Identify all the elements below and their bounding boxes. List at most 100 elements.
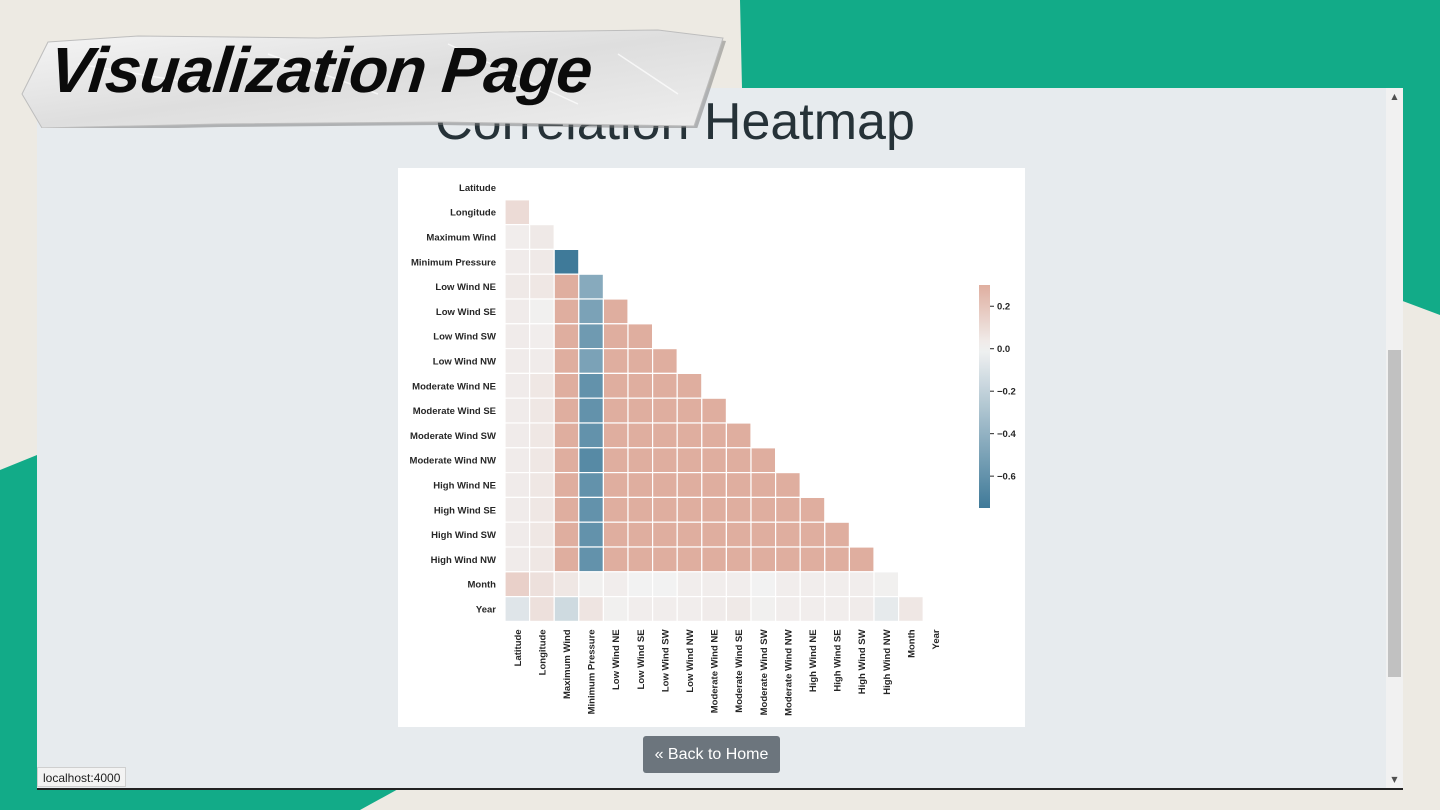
heatmap-cell [627,521,654,548]
row-label: Moderate Wind NE [412,381,496,392]
heatmap-cell [504,571,531,598]
heatmap-cell [775,521,801,548]
heatmap-cell [529,372,555,399]
heatmap-cell [529,472,555,499]
heatmap-cell [652,472,678,499]
heatmap-cell [848,571,875,598]
heatmap-cell [504,596,531,623]
colorbar-tick-label: −0.6 [997,472,1016,483]
heatmap-cell [652,496,678,523]
row-label: Longitude [450,208,496,219]
heatmap-cell [602,472,629,499]
heatmap-cell [848,546,875,573]
heatmap-cell [750,521,777,548]
heatmap-cell [553,422,580,449]
column-label: Low Wind NW [685,629,696,692]
heatmap-cell [504,397,531,424]
heatmap-cell [529,496,555,523]
heatmap-cell [578,447,605,474]
column-label: Moderate Wind SW [759,629,770,715]
vertical-scrollbar[interactable]: ▲ ▼ [1386,88,1403,788]
heatmap-cell [701,447,727,474]
heatmap-cell [602,397,629,424]
heatmap-cell [578,496,605,523]
heatmap-cell [578,422,605,449]
heatmap-cell [578,298,605,325]
heatmap-cell [750,596,777,623]
heatmap-cell [701,596,727,623]
heatmap-cell [627,496,654,523]
heatmap-cell [529,397,555,424]
heatmap-cell [504,447,531,474]
heatmap-cell [799,546,826,573]
heatmap-cell [775,472,801,499]
row-label: Low Wind SW [433,332,496,343]
scrollbar-thumb[interactable] [1388,350,1401,677]
heatmap-cell [553,546,580,573]
heatmap-cell [578,546,605,573]
accent-shape-top-right [740,0,1440,315]
heatmap-cell [799,521,826,548]
heatmap-cell [873,571,900,598]
heatmap-cell [775,496,801,523]
heatmap-cell [701,422,727,449]
back-to-home-button[interactable]: « Back to Home [643,736,780,773]
heatmap-cell [553,472,580,499]
row-label: High Wind NE [433,481,496,492]
heatmap-cell [750,472,777,499]
column-label: Low Wind SW [660,629,671,692]
heatmap-cell [602,596,629,623]
heatmap-cell [676,521,703,548]
heatmap-cell [504,546,531,573]
heatmap-cell [750,546,777,573]
heatmap-cell [578,397,605,424]
heatmap-cell [602,521,629,548]
column-label: Low Wind NE [611,629,622,690]
heatmap-cell [775,571,801,598]
heatmap-cell [676,571,703,598]
heatmap-cell [553,447,580,474]
column-label: Month [906,629,917,658]
column-label: High Wind SE [833,629,844,691]
heatmap-cell [578,521,605,548]
column-label: High Wind NE [808,629,819,692]
heatmap-cell [504,496,531,523]
heatmap-cell [504,223,531,250]
heatmap-cell [848,596,875,623]
scroll-down-icon[interactable]: ▼ [1391,775,1398,784]
colorbar-tick-label: −0.2 [997,387,1016,398]
heatmap-cell [627,348,654,375]
accent-shape-left [0,455,37,810]
heatmap-cell [652,447,678,474]
heatmap-cell [824,521,850,548]
heatmap-cell [676,472,703,499]
column-label: High Wind NW [882,629,893,694]
heatmap-cell [627,323,654,350]
heatmap-cell [627,546,654,573]
heatmap-cell [553,397,580,424]
row-label: Low Wind NE [435,282,496,293]
heatmap-cell [725,596,752,623]
heatmap-cell [578,348,605,375]
column-label: High Wind SW [857,629,868,694]
heatmap-cell [627,447,654,474]
scroll-up-icon[interactable]: ▲ [1391,92,1398,101]
heatmap-cell [627,596,654,623]
heatmap-cell [529,571,555,598]
heatmap-cell [529,348,555,375]
heatmap-cell [701,521,727,548]
heatmap-cell [799,596,826,623]
heatmap-cell [824,546,850,573]
heatmap-cell [750,496,777,523]
column-label: Low Wind SE [636,629,647,689]
heatmap-cell [725,546,752,573]
heatmap-cell [529,521,555,548]
heatmap-cell [553,571,580,598]
heatmap-cell [553,348,580,375]
heatmap-cell [627,571,654,598]
heatmap-cell [602,496,629,523]
row-label: Year [476,605,496,616]
heatmap-cell [676,397,703,424]
heatmap-cell [676,422,703,449]
